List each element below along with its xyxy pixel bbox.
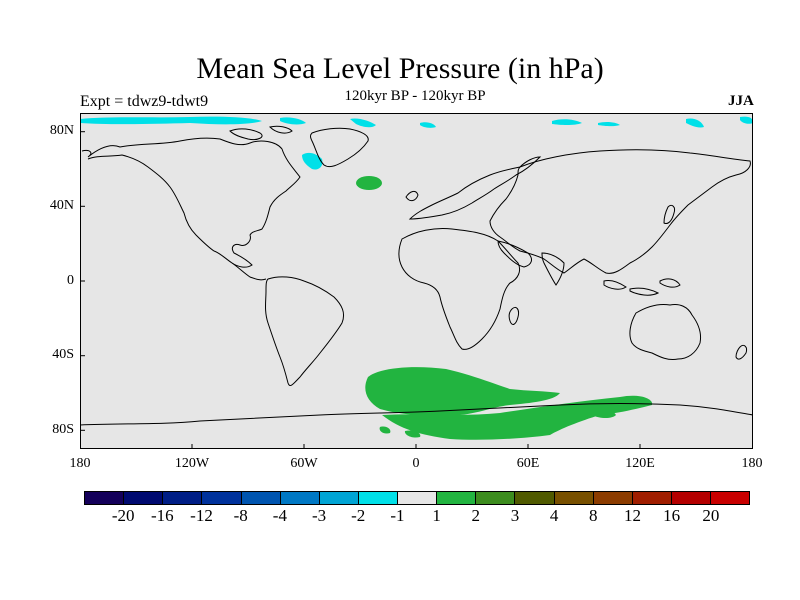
- colorbar-label: -16: [151, 506, 174, 525]
- colorbar-swatch-15: [671, 492, 711, 504]
- anomaly-southern-ocean-south-atlantic: [365, 367, 560, 416]
- anomaly-north-atlantic: [356, 176, 382, 190]
- coastline-arabia: [497, 240, 532, 268]
- colorbar-label: -3: [311, 506, 327, 525]
- anomaly-greenland-south: [302, 152, 323, 170]
- colorbar-label: -20: [111, 506, 135, 525]
- colorbar-swatch-0: [85, 492, 125, 504]
- coastlines: [80, 125, 753, 426]
- lat-tick-40s: 40S: [52, 347, 74, 362]
- lon-tick-60w: 60W: [290, 456, 318, 471]
- anomaly-antarctic-coast-2: [404, 430, 421, 438]
- lon-tick-180e: 180: [741, 456, 763, 471]
- world-map: [80, 113, 753, 449]
- colorbar-label: 4: [549, 506, 559, 525]
- coastline-europe: [408, 156, 542, 220]
- colorbar-label: 20: [702, 506, 720, 525]
- lat-tick-80n: 80N: [49, 123, 74, 138]
- anomaly-antarctic-coast-1: [379, 426, 391, 434]
- coastline-new-zealand: [735, 344, 747, 360]
- coastline-japan: [663, 204, 675, 224]
- anomaly-arctic-barents: [420, 122, 436, 128]
- lat-tick-80s: 80S: [52, 422, 74, 437]
- experiment-label: Expt = tdwz9-tdwt9: [80, 93, 209, 110]
- colorbar-label: -8: [233, 506, 248, 525]
- colorbar-swatch-11: [515, 492, 555, 504]
- lon-tick-60e: 60E: [516, 456, 540, 471]
- colorbar-swatch-12: [554, 492, 594, 504]
- colorbar-label: -12: [190, 506, 213, 525]
- colorbar-swatch-2: [163, 492, 203, 504]
- colorbar-label: 3: [510, 506, 520, 525]
- colorbar-label: 8: [589, 506, 598, 525]
- coastline-madagascar: [508, 306, 519, 325]
- coastline-antarctica: [80, 403, 753, 426]
- anomaly-arctic-atlantic: [280, 117, 306, 125]
- anomaly-southern-ocean-indian: [382, 395, 653, 440]
- colorbar-label: 12: [623, 506, 641, 525]
- lat-tick-40n: 40N: [49, 198, 74, 213]
- colorbar-swatch-13: [593, 492, 633, 504]
- colorbar-swatch-4: [241, 492, 281, 504]
- season-label: JJA: [728, 93, 754, 109]
- lon-tick-0: 0: [412, 456, 420, 471]
- colorbar-label: -4: [272, 506, 287, 525]
- coastline-asia: [489, 149, 751, 274]
- anomaly-arctic-east-siberia: [598, 121, 620, 127]
- lon-tick-180w: 180: [69, 456, 91, 471]
- coastline-indonesia: [603, 278, 681, 296]
- anomaly-arctic-bering: [686, 118, 704, 128]
- anomaly-arctic-greenland-east: [350, 118, 376, 128]
- coastline-british-isles: [405, 190, 419, 202]
- coastline-greenland: [310, 127, 369, 168]
- colorbar-label: -2: [351, 506, 366, 525]
- coastline-central-america: [231, 262, 267, 281]
- colorbar-label: 1: [432, 506, 441, 525]
- colorbar-label: 16: [663, 506, 681, 525]
- colorbar-swatch-1: [124, 492, 164, 504]
- colorbar-label: -1: [390, 506, 405, 525]
- anomaly-arctic-north-america: [80, 116, 262, 125]
- colorbar: [84, 491, 750, 505]
- colorbar-swatch-6: [319, 492, 359, 504]
- coastline-north-america: [81, 137, 301, 268]
- colorbar-swatch-9: [437, 492, 477, 504]
- colorbar-swatch-3: [202, 492, 242, 504]
- positive-anomaly-regions: [356, 176, 653, 440]
- anomaly-arctic-dateline-east: [740, 116, 753, 124]
- colorbar-swatch-7: [358, 492, 398, 504]
- tick-marks: [80, 131, 641, 449]
- map-subtitle: 120kyr BP - 120kyr BP: [344, 88, 486, 104]
- colorbar-swatch-8: [398, 492, 438, 504]
- coastline-arctic-archipelago: [229, 125, 293, 140]
- colorbar-swatch-10: [476, 492, 516, 504]
- coastline-india: [541, 252, 565, 286]
- negative-anomaly-regions: [80, 116, 753, 170]
- colorbar-swatch-5: [280, 492, 320, 504]
- coastline-south-america: [265, 276, 345, 386]
- colorbar-swatch-14: [632, 492, 672, 504]
- anomaly-arctic-siberia: [552, 119, 582, 125]
- colorbar-swatch-16: [711, 492, 750, 504]
- anomaly-southern-ocean-pacific-sector: [590, 407, 616, 418]
- map-title: Mean Sea Level Pressure (in hPa): [196, 52, 604, 85]
- coastline-australia: [629, 304, 701, 360]
- lon-tick-120e: 120E: [625, 456, 655, 471]
- lat-tick-0: 0: [67, 273, 74, 288]
- lon-tick-120w: 120W: [174, 456, 210, 471]
- colorbar-label: 2: [471, 506, 481, 525]
